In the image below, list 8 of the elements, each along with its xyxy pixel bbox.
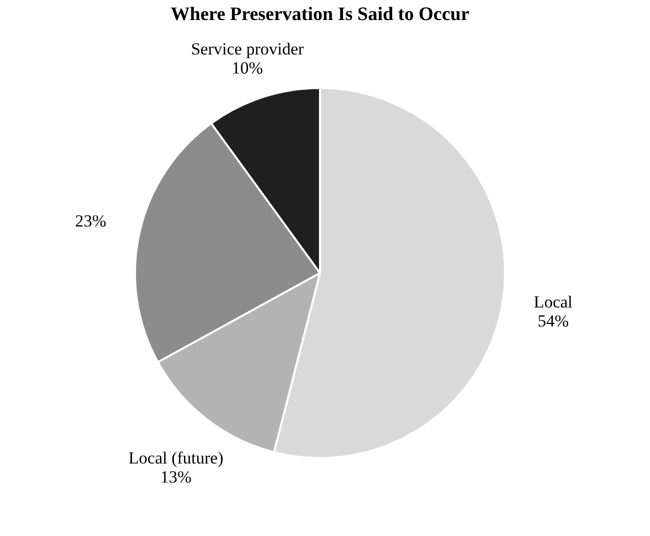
- slice-label: Local: [534, 292, 573, 312]
- chart-title: Where Preservation Is Said to Occur: [170, 4, 470, 25]
- data-label: 13%: [160, 468, 192, 487]
- slice-label: Local (future): [128, 448, 224, 468]
- data-label: 10%: [232, 58, 263, 78]
- slice-label: Service provider: [190, 40, 304, 58]
- data-label: 54%: [538, 311, 569, 330]
- data-label: 23%: [75, 212, 106, 231]
